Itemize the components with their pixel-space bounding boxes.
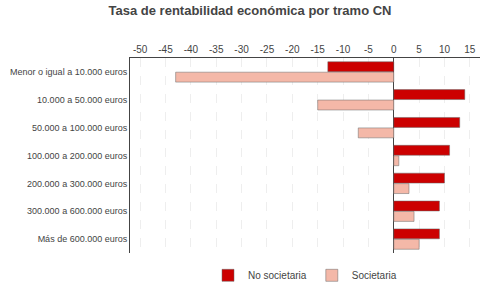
svg-text:-15: -15 [310, 44, 325, 55]
svg-text:50.000 a 100.000 euros: 50.000 a 100.000 euros [32, 123, 128, 133]
svg-text:0: 0 [391, 44, 397, 55]
svg-text:-45: -45 [158, 44, 173, 55]
svg-text:-5: -5 [364, 44, 373, 55]
svg-text:-50: -50 [133, 44, 148, 55]
svg-text:No societaria: No societaria [248, 270, 307, 281]
svg-text:-20: -20 [285, 44, 300, 55]
svg-text:Más de 600.000 euros: Más de 600.000 euros [38, 234, 128, 244]
svg-text:5: 5 [416, 44, 422, 55]
svg-text:100.000 a 200.000 euros: 100.000 a 200.000 euros [27, 151, 128, 161]
svg-text:-10: -10 [336, 44, 351, 55]
svg-text:15: 15 [464, 44, 476, 55]
svg-text:10: 10 [439, 44, 451, 55]
svg-text:200.000 a 300.000 euros: 200.000 a 300.000 euros [27, 179, 128, 189]
svg-text:-40: -40 [184, 44, 199, 55]
svg-text:-35: -35 [209, 44, 224, 55]
svg-text:10.000 a 50.000 euros: 10.000 a 50.000 euros [37, 95, 128, 105]
svg-text:Menor o igual a 10.000 euros: Menor o igual a 10.000 euros [10, 67, 128, 77]
svg-text:Tasa de rentabilidad económica: Tasa de rentabilidad económica por tramo… [109, 3, 392, 18]
svg-text:-25: -25 [260, 44, 275, 55]
svg-text:Societaria: Societaria [352, 270, 397, 281]
svg-text:-30: -30 [234, 44, 249, 55]
svg-text:300.000 a 600.000 euros: 300.000 a 600.000 euros [27, 206, 128, 216]
